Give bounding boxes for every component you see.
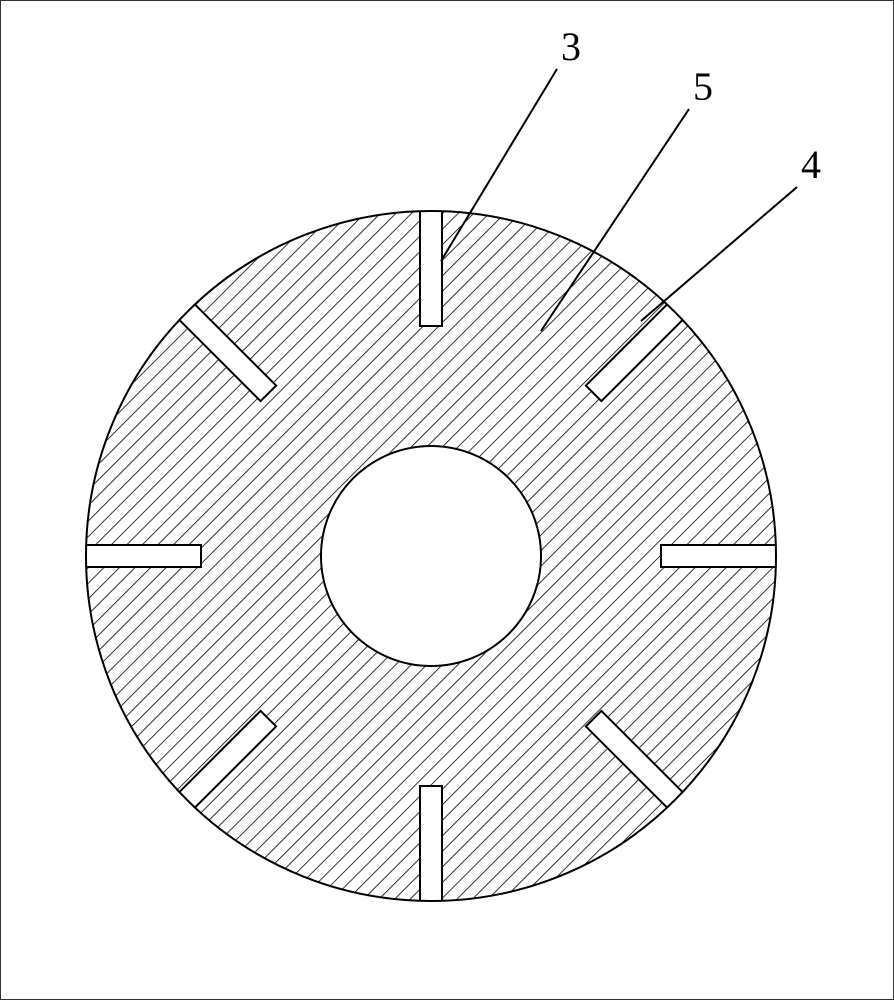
leader-line: [641, 187, 797, 321]
figure-canvas: 3 5 4: [0, 0, 894, 1000]
disc-hatched-region: [86, 211, 776, 901]
diagram-svg: [1, 1, 894, 1001]
callout-label-4: 4: [801, 141, 821, 188]
callout-label-5: 5: [693, 63, 713, 110]
callout-label-3: 3: [561, 23, 581, 70]
